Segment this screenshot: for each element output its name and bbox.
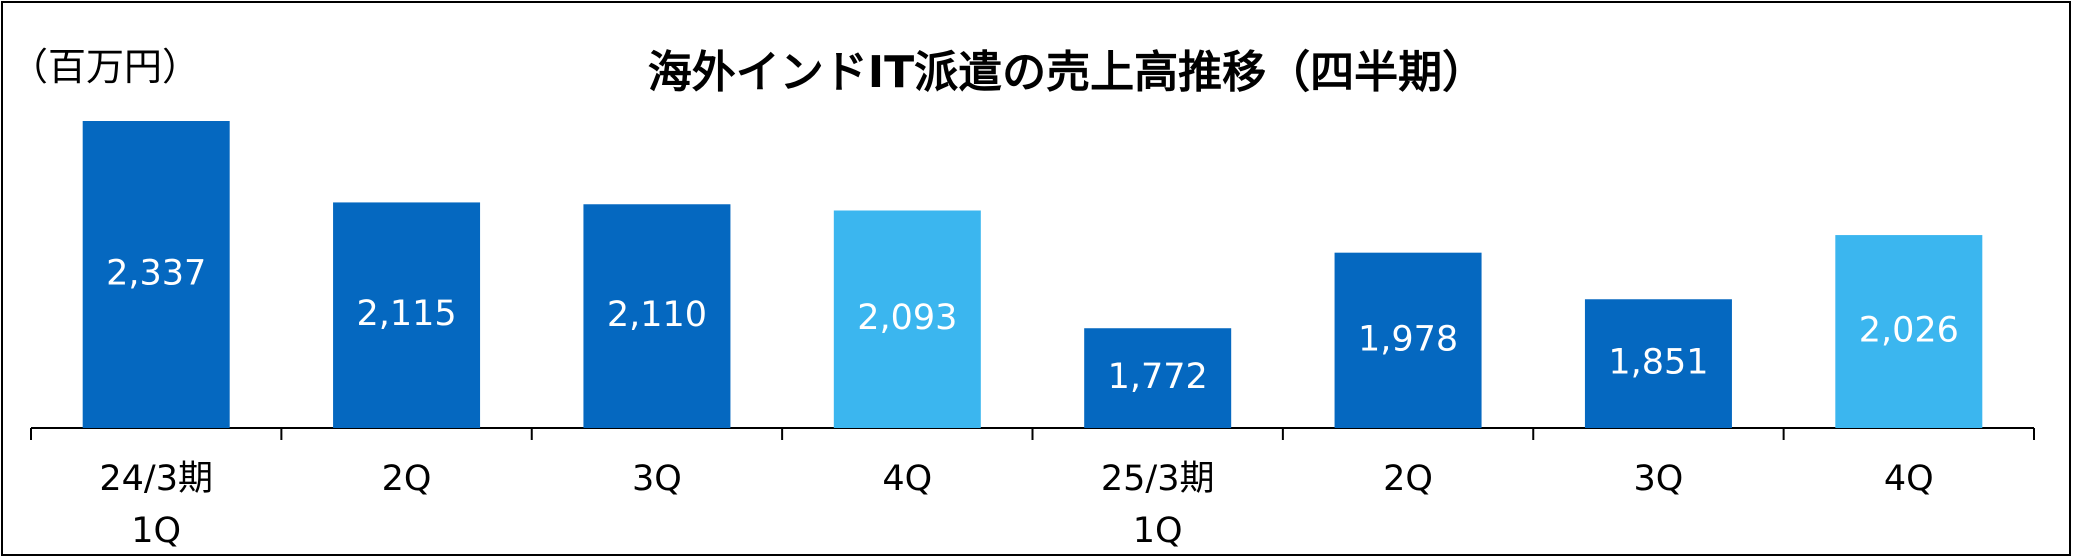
x-tick-label: 4Q — [1884, 459, 1934, 499]
bar — [1835, 235, 1983, 428]
bar — [333, 202, 481, 428]
data-label: 1,772 — [1108, 357, 1208, 397]
x-tick-label: 3Q — [1634, 459, 1684, 499]
x-tick-label: 1Q — [1133, 511, 1183, 551]
data-label: 2,337 — [106, 254, 206, 294]
bar — [1334, 252, 1482, 428]
unit-label: （百万円） — [10, 45, 201, 89]
data-label: 2,110 — [607, 295, 707, 335]
x-tick-label: 25/3期 — [1101, 459, 1215, 499]
x-tick-label: 2Q — [382, 459, 432, 499]
bar — [1084, 328, 1232, 428]
data-label: 1,851 — [1608, 343, 1708, 383]
x-tick-label: 4Q — [882, 459, 932, 499]
bar — [1584, 299, 1732, 428]
bar — [833, 210, 981, 428]
x-tick-label: 2Q — [1383, 459, 1433, 499]
bar — [583, 204, 731, 428]
x-tick-label: 24/3期 — [99, 459, 213, 499]
data-label: 1,978 — [1358, 319, 1458, 359]
data-label: 2,026 — [1859, 311, 1959, 351]
x-tick-label: 3Q — [632, 459, 682, 499]
data-label: 2,115 — [356, 294, 456, 334]
chart-title: 海外インドIT派遣の売上高推移（四半期） — [647, 47, 1487, 98]
data-label: 2,093 — [857, 298, 957, 338]
x-tick-label: 1Q — [131, 511, 181, 551]
bar — [82, 121, 230, 428]
